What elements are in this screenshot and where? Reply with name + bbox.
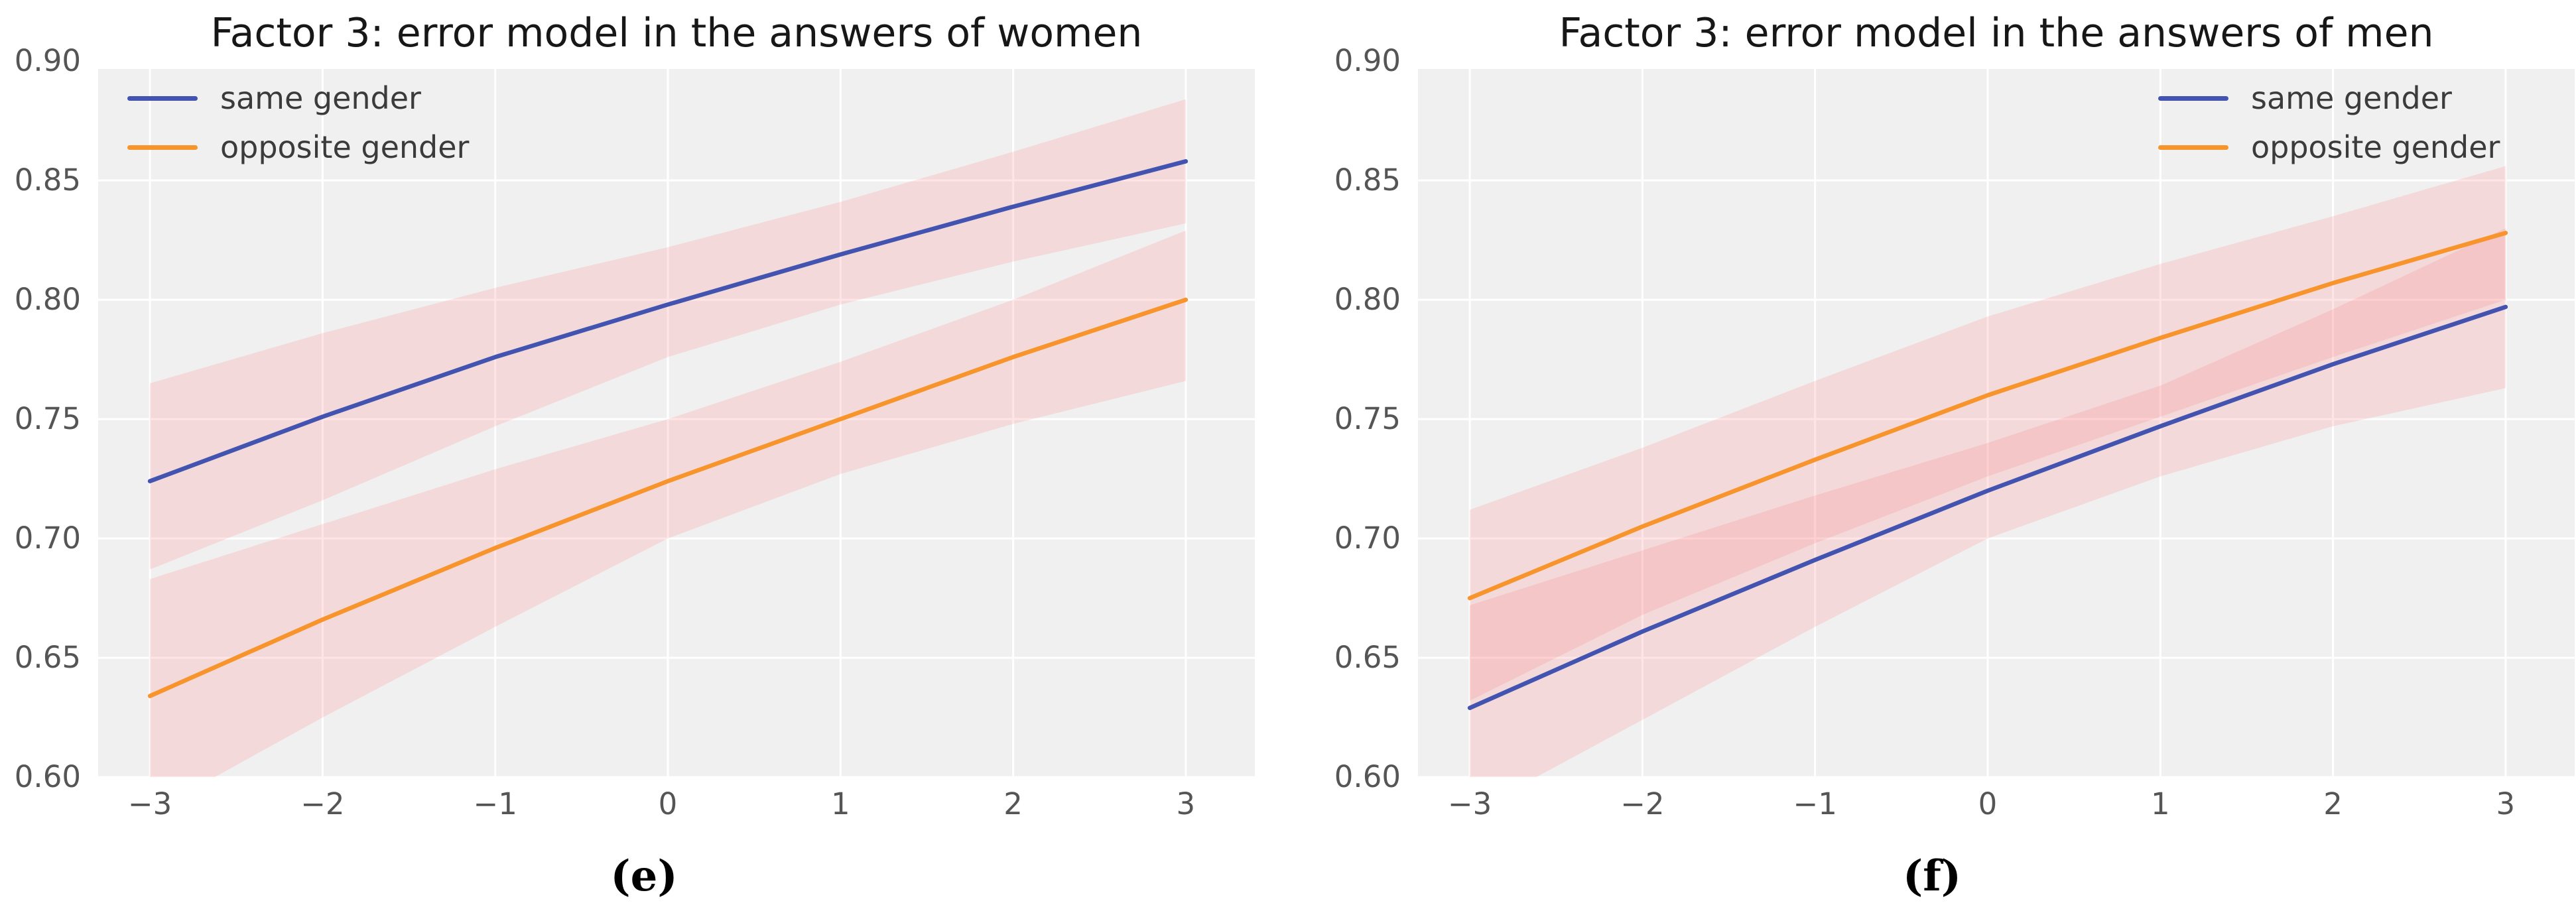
legend-item-same-gender: same gender bbox=[127, 74, 469, 123]
x-tick-label: 3 bbox=[1176, 786, 1196, 821]
x-tick-label: 1 bbox=[2150, 786, 2170, 821]
y-tick-label: 0.75 bbox=[1334, 401, 1401, 437]
same-gender-line-swatch bbox=[127, 95, 198, 101]
opposite-gender-line-swatch bbox=[127, 145, 198, 150]
series-line bbox=[1467, 231, 2508, 601]
plot-canvas-men bbox=[1418, 69, 2575, 777]
y-tick-label: 0.90 bbox=[14, 43, 81, 79]
x-tick-label: 1 bbox=[830, 786, 850, 821]
x-tick-label: −2 bbox=[300, 786, 345, 821]
legend-women: same gender opposite gender bbox=[127, 74, 469, 172]
legend-label-same-gender: same gender bbox=[220, 80, 421, 116]
caption-e: (e) bbox=[610, 851, 678, 901]
confidence-band bbox=[1470, 166, 2506, 701]
y-tick-label: 0.80 bbox=[14, 282, 81, 318]
y-tick-label: 0.85 bbox=[14, 162, 81, 198]
y-tick-label: 0.85 bbox=[1334, 162, 1401, 198]
legend-label-opposite-gender: opposite gender bbox=[2251, 129, 2500, 165]
y-tick-label: 0.60 bbox=[1334, 759, 1401, 795]
y-tick-label: 0.75 bbox=[14, 401, 81, 437]
x-tick-label: 2 bbox=[2323, 786, 2343, 821]
y-tick-label: 0.70 bbox=[14, 520, 81, 556]
y-tick-label: 0.70 bbox=[1334, 520, 1401, 556]
confidence-band bbox=[1470, 228, 2506, 777]
x-tick-label: 2 bbox=[1003, 786, 1023, 821]
x-tick-label: −3 bbox=[1447, 786, 1492, 821]
confidence-band bbox=[150, 99, 1186, 570]
x-tick-label: 3 bbox=[2496, 786, 2516, 821]
legend-item-same-gender: same gender bbox=[2158, 74, 2500, 123]
opposite-gender-line-swatch bbox=[2158, 145, 2228, 150]
legend-men: same gender opposite gender bbox=[2158, 74, 2500, 172]
legend-item-opposite-gender: opposite gender bbox=[2158, 123, 2500, 172]
chart-title-men: Factor 3: error model in the answers of … bbox=[1559, 10, 2434, 56]
confidence-band bbox=[150, 230, 1186, 777]
legend-label-same-gender: same gender bbox=[2251, 80, 2452, 116]
x-tick-label: 0 bbox=[658, 786, 678, 821]
series-line bbox=[147, 297, 1189, 698]
series-line bbox=[1467, 304, 2508, 710]
chart-title-women: Factor 3: error model in the answers of … bbox=[210, 10, 1143, 56]
plot-area-men bbox=[1418, 69, 2575, 777]
x-tick-label: −3 bbox=[127, 786, 172, 821]
series-line bbox=[147, 159, 1189, 483]
x-tick-label: 0 bbox=[1978, 786, 1998, 821]
plot-canvas-women bbox=[98, 69, 1255, 777]
y-tick-label: 0.60 bbox=[14, 759, 81, 795]
plot-area-women bbox=[98, 69, 1255, 777]
x-tick-label: −1 bbox=[1793, 786, 1837, 821]
y-tick-label: 0.80 bbox=[1334, 282, 1401, 318]
legend-label-opposite-gender: opposite gender bbox=[220, 129, 470, 165]
x-tick-label: −1 bbox=[473, 786, 517, 821]
y-tick-label: 0.65 bbox=[1334, 640, 1401, 676]
x-tick-label: −2 bbox=[1620, 786, 1665, 821]
caption-f: (f) bbox=[1902, 851, 1962, 901]
y-tick-label: 0.90 bbox=[1334, 43, 1401, 79]
same-gender-line-swatch bbox=[2158, 95, 2228, 101]
y-tick-label: 0.65 bbox=[14, 640, 81, 676]
legend-item-opposite-gender: opposite gender bbox=[127, 123, 469, 172]
